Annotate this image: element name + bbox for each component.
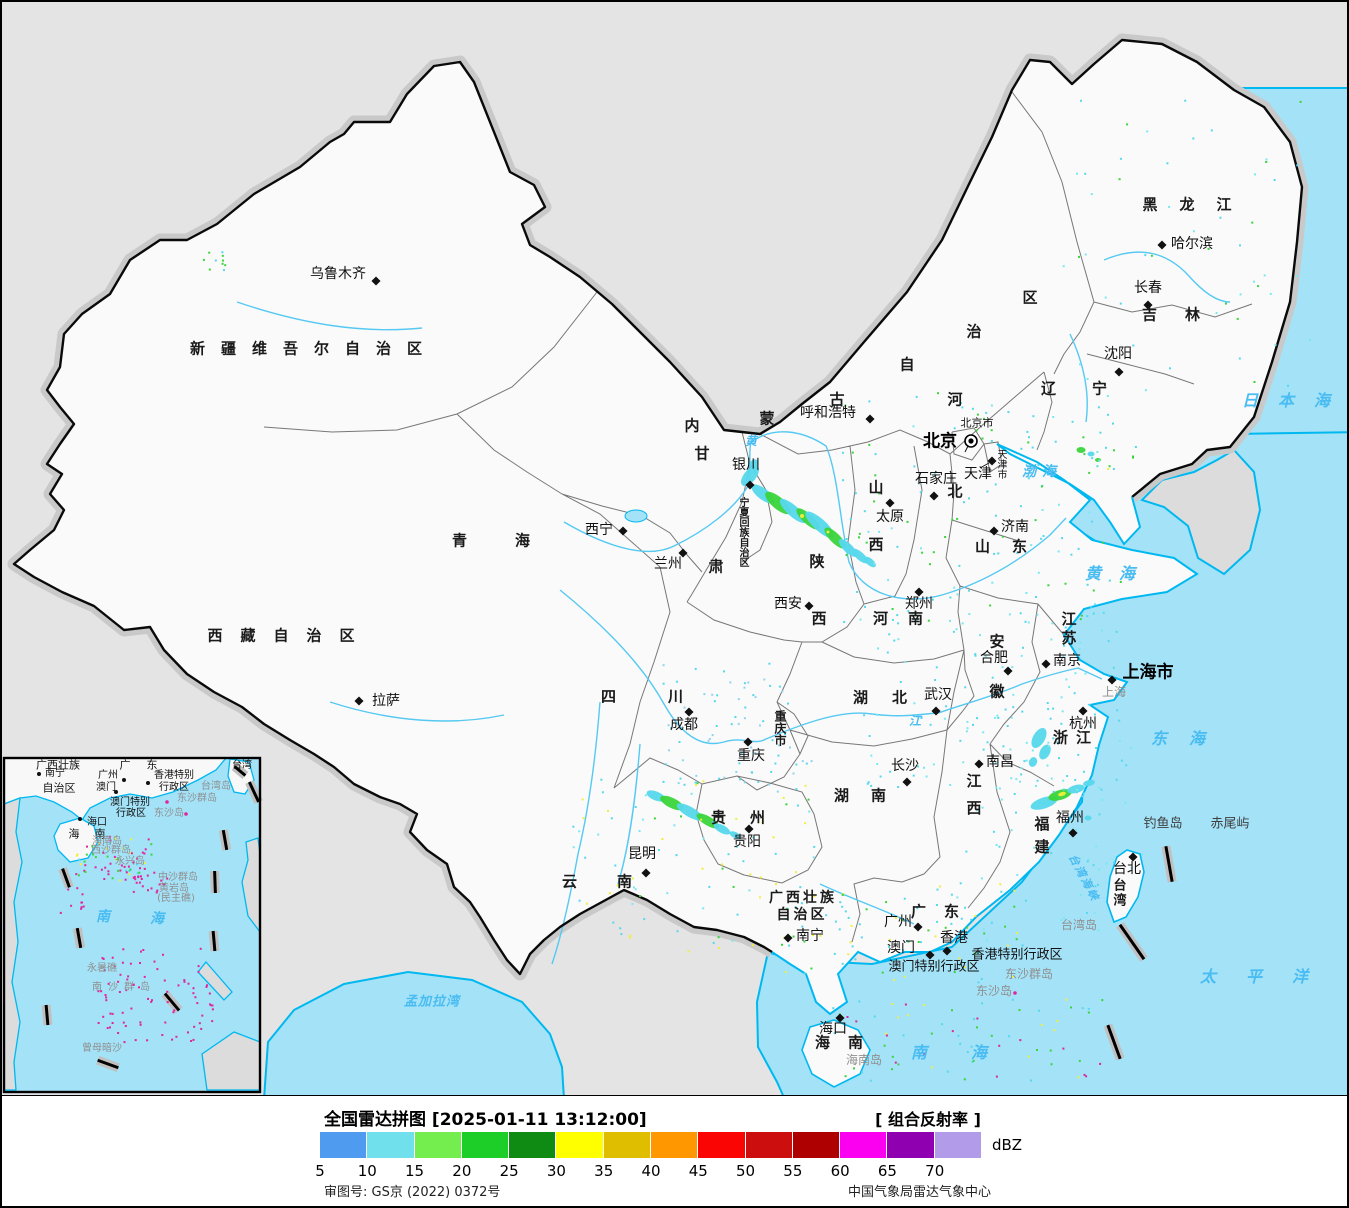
city-marker <box>974 759 984 769</box>
agency-credit: 中国气象局雷达气象中心 <box>848 1185 992 1200</box>
radar-speckle-layer <box>202 99 1311 1082</box>
inset-city-dots <box>37 772 188 821</box>
dbz-unit-label: dBZ <box>992 1136 1023 1154</box>
dbz-color-scale <box>320 1132 982 1158</box>
legend-tick: 20 <box>452 1162 472 1180</box>
legend-tick: 25 <box>499 1162 519 1180</box>
china-map-svg <box>2 33 1347 1095</box>
korea-peninsula <box>1140 448 1262 576</box>
city-marker <box>914 587 924 597</box>
legend-color-cell <box>509 1132 557 1158</box>
inset-boundary-dashes <box>41 763 263 1072</box>
dbz-scale-ticks: 5 10 15 20 25 30 35 40 45 50 55 60 65 70 <box>2 1162 1347 1180</box>
legend-tick: 55 <box>783 1162 803 1180</box>
legend-title: 全国雷达拼图 [2025-01-11 13:12:00] <box>324 1110 647 1130</box>
legend-color-cell <box>367 1132 415 1158</box>
city-marker <box>1128 852 1138 862</box>
legend-color-cell <box>320 1132 368 1158</box>
legend-color-cell <box>887 1132 935 1158</box>
city-marker <box>804 601 814 611</box>
radar-echo-layer <box>646 447 1101 839</box>
city-marker <box>835 1013 845 1023</box>
city-marker <box>1078 706 1088 716</box>
inset-luzon <box>241 837 261 934</box>
legend-color-cell <box>745 1132 793 1158</box>
city-marker <box>354 696 364 706</box>
taiwan-island <box>1106 849 1145 924</box>
hainan-island <box>801 1019 871 1088</box>
legend-tick: 15 <box>405 1162 425 1180</box>
legend-color-cell <box>698 1132 746 1158</box>
inset-mainland <box>3 757 228 821</box>
legend-tick: 45 <box>688 1162 708 1180</box>
city-marker <box>641 868 651 878</box>
inset-vietnam <box>3 797 23 1091</box>
map-review-number: 审图号: GS京 (2022) 0372号 <box>324 1185 501 1200</box>
city-marker <box>618 526 628 536</box>
legend-tick: 30 <box>546 1162 566 1180</box>
legend-color-cell <box>792 1132 841 1158</box>
legend-color-cell <box>603 1132 651 1158</box>
city-marker <box>1068 828 1078 838</box>
city-marker <box>1003 666 1013 676</box>
coastline <box>771 443 1199 1016</box>
legend-tick: 60 <box>830 1162 850 1180</box>
city-marker <box>931 706 941 716</box>
city-marker <box>942 946 952 956</box>
legend-color-cell <box>650 1132 699 1158</box>
city-marker <box>743 737 753 747</box>
legend-color-cell <box>414 1132 462 1158</box>
legend-tick: 10 <box>357 1162 377 1180</box>
city-marker <box>744 824 754 834</box>
legend-tick: 65 <box>877 1162 897 1180</box>
legend-tick: 35 <box>594 1162 614 1180</box>
city-marker <box>783 933 793 943</box>
city-marker <box>989 526 999 536</box>
bay-of-bengal <box>263 970 565 1095</box>
capital-marker-dot <box>968 438 974 444</box>
legend-panel: 全国雷达拼图 [2025-01-11 13:12:00] [ 组合反射率 ] d… <box>2 1095 1347 1206</box>
china-map: 黑龙江 吉林 辽宁 新疆维吾尔自治区 西藏自治区 青海 四川 云南 贵州 湖南 湖北 河南 山东 广东 海南… <box>2 2 1347 1095</box>
inset-hainan <box>53 817 99 863</box>
inset-island-speckles <box>59 835 214 1044</box>
south-china-sea-inset <box>2 756 263 1094</box>
rivers <box>236 251 1231 965</box>
legend-tick: 50 <box>736 1162 756 1180</box>
legend-tick: 70 <box>925 1162 945 1180</box>
city-marker <box>925 950 935 960</box>
city-markers <box>354 240 1167 1023</box>
national-border <box>12 38 1304 976</box>
legend-color-cell <box>840 1132 888 1158</box>
inset-border <box>2 756 262 1094</box>
china-landmass <box>14 40 1302 1014</box>
inset-palawan <box>197 960 233 1001</box>
legend-tick: 5 <box>315 1162 325 1180</box>
city-marker <box>902 777 912 787</box>
product-type-label: [ 组合反射率 ] <box>875 1110 981 1129</box>
legend-color-cell <box>556 1132 604 1158</box>
city-marker <box>684 707 694 717</box>
city-marker <box>913 922 923 932</box>
legend-color-cell <box>934 1132 982 1158</box>
city-marker <box>1041 659 1051 669</box>
boundary-dashes <box>1103 845 1177 1061</box>
city-marker <box>1107 675 1117 685</box>
legend-tick: 40 <box>641 1162 661 1180</box>
city-marker <box>678 548 688 558</box>
legend-color-cell <box>461 1132 510 1158</box>
